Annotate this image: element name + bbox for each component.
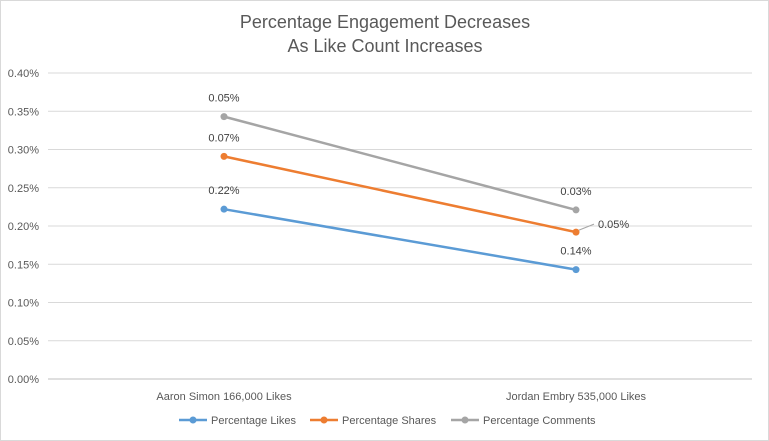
chart-title-line-1: Percentage Engagement Decreases bbox=[240, 12, 530, 32]
series-line bbox=[223, 155, 577, 234]
data-point bbox=[220, 152, 228, 160]
data-point bbox=[572, 266, 580, 274]
series-line bbox=[223, 115, 577, 212]
data-label: 0.03% bbox=[560, 186, 591, 198]
y-tick-label: 0.20% bbox=[8, 221, 39, 233]
y-tick-label: 0.25% bbox=[8, 183, 39, 195]
data-point bbox=[572, 206, 580, 214]
data-point bbox=[572, 228, 580, 236]
x-tick-label: Jordan Embry 535,000 Likes bbox=[506, 391, 647, 403]
data-point bbox=[220, 113, 228, 121]
data-label: 0.22% bbox=[208, 185, 239, 197]
chart-title-line-2: As Like Count Increases bbox=[287, 36, 482, 56]
y-tick-label: 0.35% bbox=[8, 106, 39, 118]
y-tick-label: 0.15% bbox=[8, 259, 39, 271]
data-label: 0.14% bbox=[560, 246, 591, 258]
y-tick-label: 0.10% bbox=[8, 298, 39, 310]
y-tick-label: 0.00% bbox=[8, 374, 39, 386]
y-tick-label: 0.30% bbox=[8, 145, 39, 157]
legend-label: Percentage Comments bbox=[483, 415, 596, 427]
data-label: 0.05% bbox=[208, 93, 239, 105]
legend-marker bbox=[320, 416, 328, 424]
data-label-leader bbox=[578, 223, 595, 231]
legend-label: Percentage Likes bbox=[211, 415, 296, 427]
y-tick-label: 0.40% bbox=[8, 68, 39, 80]
legend-marker bbox=[461, 416, 469, 424]
x-tick-label: Aaron Simon 166,000 Likes bbox=[156, 391, 292, 403]
data-label: 0.05% bbox=[598, 219, 629, 231]
series-line bbox=[223, 207, 577, 271]
data-label: 0.07% bbox=[208, 132, 239, 144]
legend-marker bbox=[189, 416, 197, 424]
y-tick-label: 0.05% bbox=[8, 336, 39, 348]
legend-label: Percentage Shares bbox=[342, 415, 437, 427]
data-point bbox=[220, 205, 228, 213]
